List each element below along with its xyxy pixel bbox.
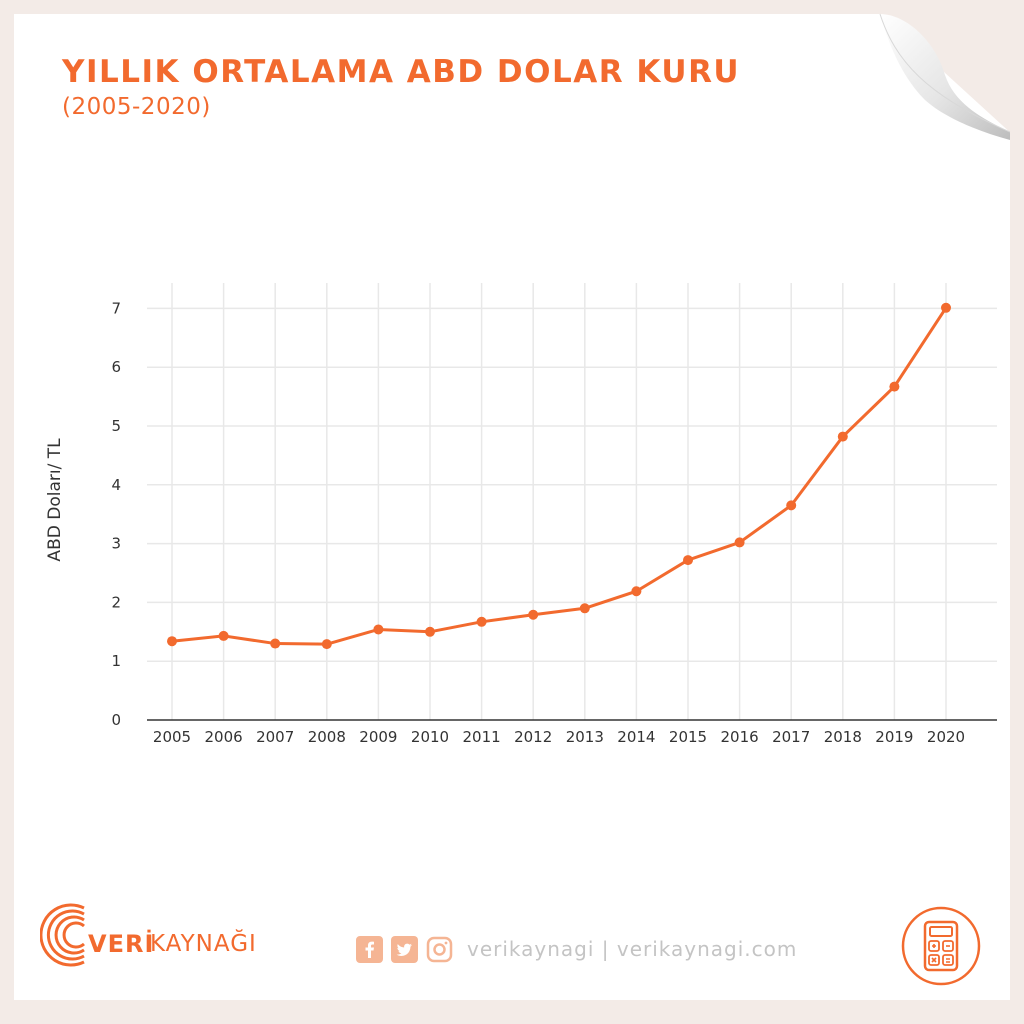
data-point bbox=[889, 381, 900, 392]
data-point bbox=[786, 500, 797, 511]
y-tick-label: 5 bbox=[111, 417, 121, 435]
data-point bbox=[167, 636, 177, 647]
y-tick-label: 7 bbox=[111, 299, 121, 317]
grid bbox=[147, 283, 997, 720]
data-point bbox=[270, 638, 281, 649]
data-point bbox=[528, 609, 539, 620]
brand-logo: VERİ KAYNAĞI bbox=[40, 900, 320, 970]
data-point bbox=[837, 431, 848, 442]
twitter-icon[interactable] bbox=[391, 935, 418, 963]
x-tick-label: 2013 bbox=[566, 728, 604, 746]
paper-card bbox=[14, 14, 1010, 1000]
y-tick-label: 2 bbox=[111, 593, 121, 611]
data-point bbox=[579, 603, 590, 614]
data-point bbox=[683, 555, 693, 566]
x-tick-label: 2008 bbox=[308, 728, 346, 746]
data-point bbox=[321, 639, 332, 650]
series-line bbox=[171, 306, 948, 646]
facebook-icon[interactable] bbox=[356, 935, 383, 963]
x-tick-label: 2011 bbox=[463, 728, 501, 746]
y-tick-label: 3 bbox=[111, 535, 121, 553]
calculator-icon bbox=[901, 906, 981, 986]
data-point bbox=[941, 302, 951, 313]
data-point bbox=[373, 624, 384, 635]
instagram-icon[interactable] bbox=[426, 936, 453, 963]
x-tick-label: 2018 bbox=[824, 728, 862, 746]
x-tick-label: 2020 bbox=[927, 728, 965, 746]
data-point bbox=[425, 626, 435, 637]
x-tick-label: 2012 bbox=[514, 728, 552, 746]
x-tick-label: 2010 bbox=[411, 728, 449, 746]
social-handle-text[interactable]: verikaynagi | verikaynagi.com bbox=[467, 937, 798, 961]
social-links: verikaynagi | verikaynagi.com bbox=[356, 932, 797, 966]
x-tick-label: 2006 bbox=[205, 728, 243, 746]
x-tick-label: 2005 bbox=[153, 728, 191, 746]
logo-text-veri: VERİ bbox=[88, 930, 155, 958]
x-tick-label: 2016 bbox=[721, 728, 759, 746]
x-tick-label: 2019 bbox=[875, 728, 913, 746]
y-tick-label: 4 bbox=[111, 476, 121, 494]
x-tick-label: 2007 bbox=[256, 728, 294, 746]
chart-subtitle: (2005-2020) bbox=[62, 94, 211, 120]
x-tick-label: 2009 bbox=[359, 728, 397, 746]
data-point bbox=[734, 537, 745, 548]
y-axis-title: ABD Doları/ TL bbox=[45, 438, 65, 562]
axes: 0 1 2 3 4 5 6 7 2005 2006 2007 2008 2009 2010 2011 2012… bbox=[111, 299, 997, 746]
y-tick-label: 0 bbox=[111, 711, 121, 729]
x-tick-label: 2015 bbox=[669, 728, 707, 746]
logo-arcs-icon bbox=[40, 903, 85, 967]
x-tick-label: 2014 bbox=[617, 728, 655, 746]
y-tick-label: 1 bbox=[111, 652, 121, 670]
chart-title: YILLIK ORTALAMA ABD DOLAR KURU bbox=[62, 54, 741, 90]
y-tick-label: 6 bbox=[111, 358, 121, 376]
series bbox=[167, 302, 951, 650]
data-point bbox=[218, 630, 229, 641]
x-tick-label: 2017 bbox=[772, 728, 810, 746]
data-point bbox=[476, 616, 487, 627]
logo-text-kaynagi: KAYNAĞI bbox=[150, 931, 257, 957]
data-point bbox=[631, 586, 642, 597]
